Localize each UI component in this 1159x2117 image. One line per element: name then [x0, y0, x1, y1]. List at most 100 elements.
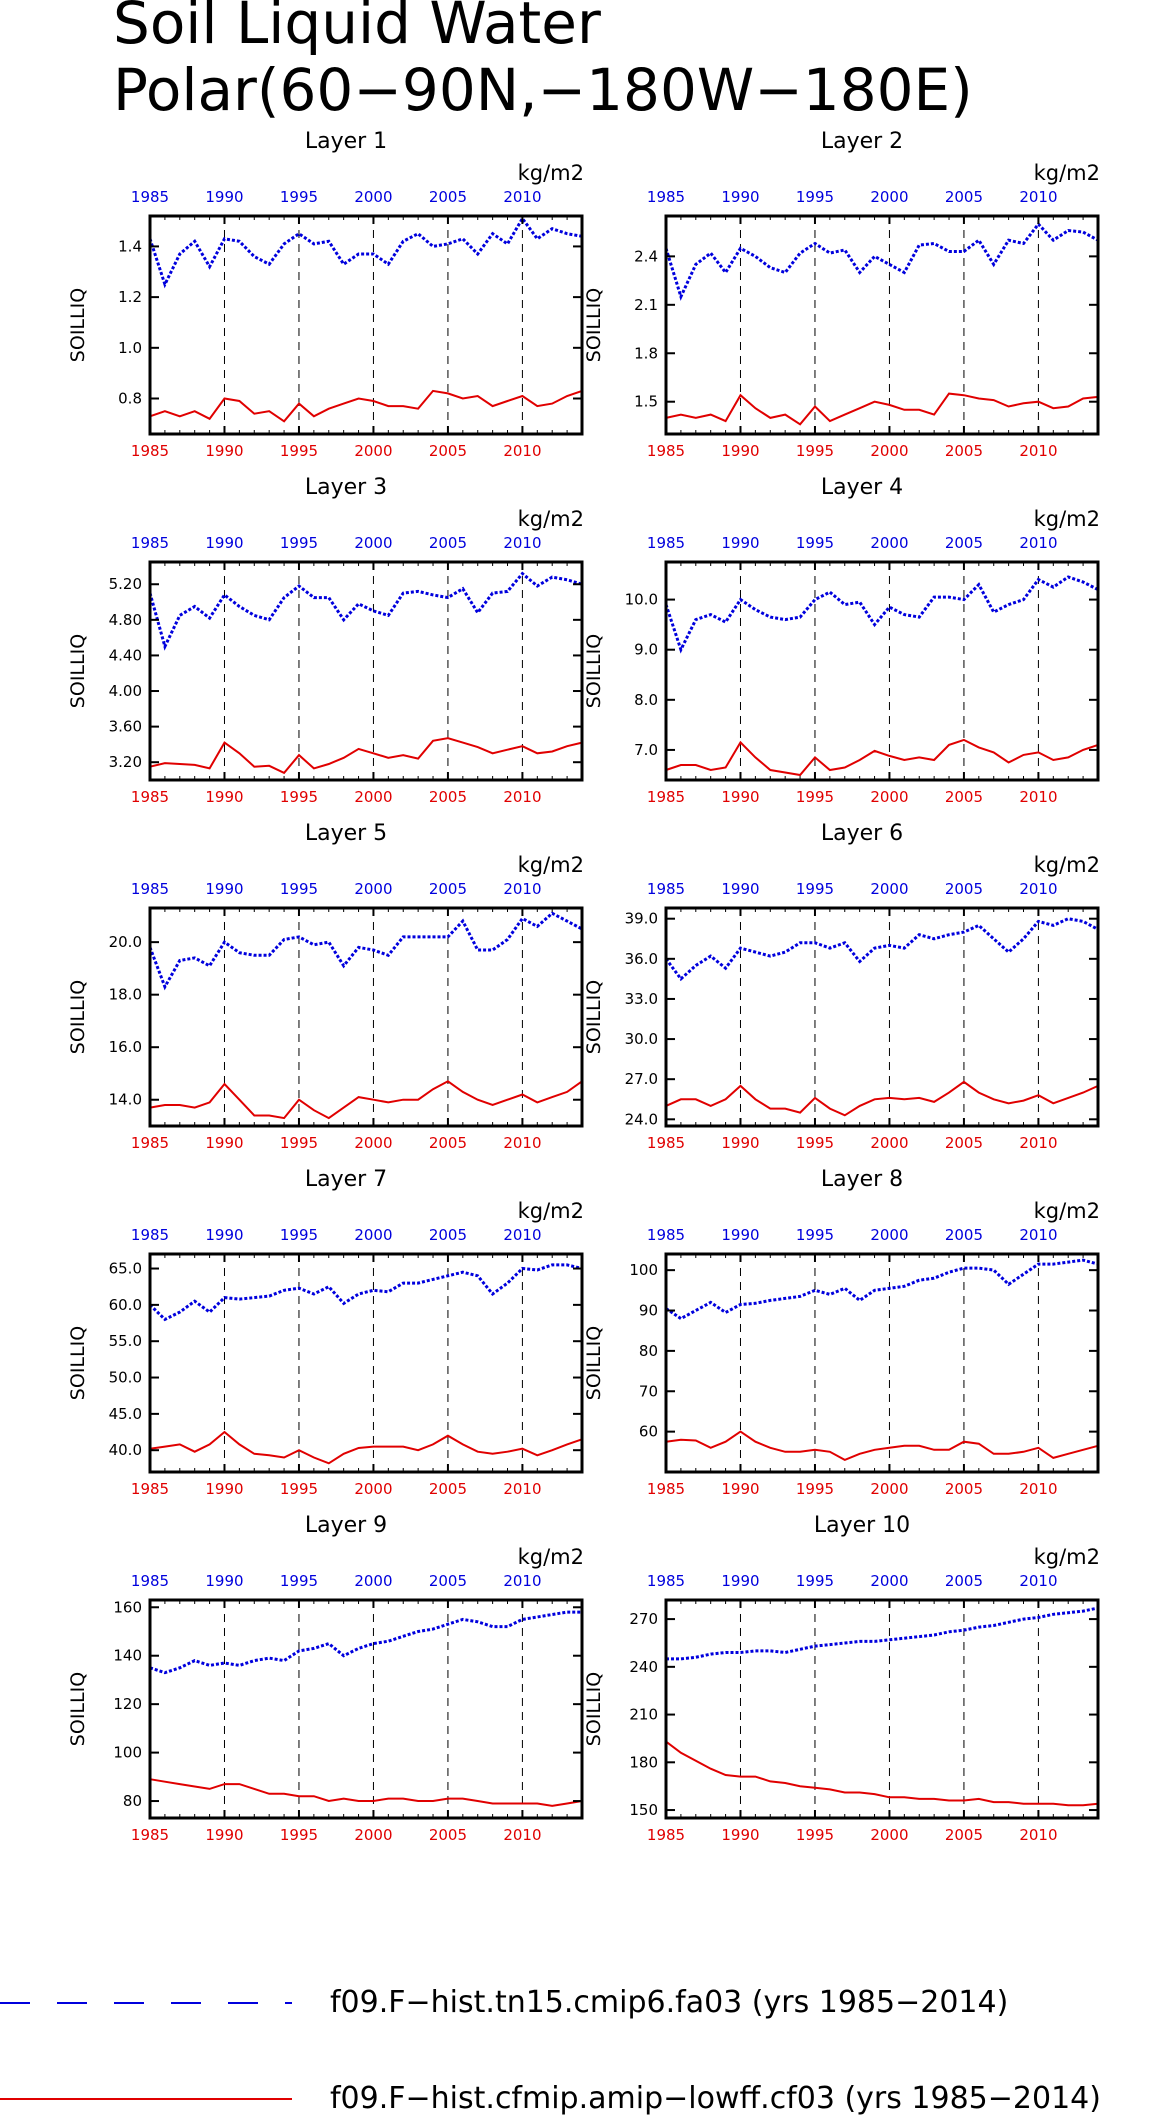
- x-tick-label-top: 2010: [1019, 880, 1057, 898]
- x-tick-label-bottom: 2010: [503, 1134, 541, 1152]
- x-tick-label-top: 1995: [796, 188, 834, 206]
- x-tick-label-top: 2005: [945, 1226, 983, 1244]
- units-label: kg/m2: [518, 853, 584, 877]
- x-tick-label-bottom: 2005: [429, 788, 467, 806]
- y-tick-label: 10.0: [625, 591, 658, 609]
- x-tick-label-top: 1985: [131, 534, 169, 552]
- y-tick-label: 1.8: [634, 344, 658, 362]
- x-tick-label-bottom: 2000: [354, 1134, 392, 1152]
- x-tick-label-top: 1990: [205, 1572, 243, 1590]
- x-tick-label-top: 1995: [796, 1226, 834, 1244]
- x-tick-label-bottom: 1985: [131, 1134, 169, 1152]
- x-tick-label-top: 1985: [131, 880, 169, 898]
- x-tick-label-top: 1990: [721, 1572, 759, 1590]
- x-tick-label-bottom: 2005: [945, 788, 983, 806]
- y-tick-label: 60.0: [109, 1296, 142, 1314]
- units-label: kg/m2: [1034, 853, 1100, 877]
- x-tick-label-bottom: 1985: [647, 1826, 685, 1844]
- plot-frame: [148, 560, 584, 782]
- y-tick-label: 240: [629, 1658, 658, 1676]
- x-tick-label-top: 2005: [429, 534, 467, 552]
- x-tick-label-bottom: 1990: [721, 1134, 759, 1152]
- y-tick-label: 100: [113, 1744, 142, 1762]
- y-tick-label: 100: [629, 1261, 658, 1279]
- y-tick-label: 1.2: [118, 288, 142, 306]
- y-tick-label: 27.0: [625, 1070, 658, 1088]
- plot-frame: [148, 1598, 584, 1820]
- x-tick-label-bottom: 1985: [131, 442, 169, 460]
- x-tick-label-top: 2005: [429, 1226, 467, 1244]
- x-tick-label-bottom: 2005: [429, 1480, 467, 1498]
- y-axis-label: SOILLIQ: [583, 288, 605, 362]
- panel-title: Layer 7: [305, 1167, 387, 1192]
- x-tick-label-bottom: 2010: [1019, 788, 1057, 806]
- x-tick-label-bottom: 1990: [205, 1134, 243, 1152]
- series-line-blue: [666, 1606, 1099, 1661]
- x-tick-label-bottom: 1985: [647, 788, 685, 806]
- x-tick-label-bottom: 2010: [503, 1826, 541, 1844]
- y-tick-label: 7.0: [634, 741, 658, 759]
- series-line-blue: [148, 215, 583, 289]
- x-tick-label-top: 2010: [503, 880, 541, 898]
- x-tick-label-bottom: 2005: [945, 1134, 983, 1152]
- x-tick-label-top: 1995: [280, 1572, 318, 1590]
- x-tick-label-top: 2010: [503, 534, 541, 552]
- x-tick-label-top: 2010: [1019, 188, 1057, 206]
- x-tick-label-bottom: 2000: [870, 442, 908, 460]
- x-tick-label-bottom: 2000: [354, 442, 392, 460]
- plot-frame: [664, 1252, 1100, 1474]
- panel-10: Layer 10 kg/m2 1985 1985 1990 1990 1995 1995 200…: [583, 1513, 1100, 1844]
- x-tick-label-bottom: 1990: [721, 1826, 759, 1844]
- y-tick-label: 2.1: [634, 296, 658, 314]
- y-tick-label: 20.0: [109, 933, 142, 951]
- y-axis-label: SOILLIQ: [67, 288, 89, 362]
- plot-frame: [148, 214, 584, 436]
- y-tick-label: 160: [113, 1598, 142, 1616]
- x-tick-label-top: 2000: [354, 1572, 392, 1590]
- series-line-blue: [664, 917, 1099, 982]
- x-tick-label-bottom: 2000: [870, 1826, 908, 1844]
- x-tick-label-top: 2005: [945, 534, 983, 552]
- y-tick-label: 3.20: [109, 753, 142, 771]
- plot-frame: [664, 906, 1100, 1128]
- x-tick-label-bottom: 2000: [354, 1826, 392, 1844]
- y-tick-label: 4.80: [109, 611, 142, 629]
- x-tick-label-top: 2000: [354, 188, 392, 206]
- units-label: kg/m2: [518, 161, 584, 185]
- x-tick-label-top: 1990: [721, 188, 759, 206]
- series-line-blue: [148, 911, 583, 991]
- series-line-red: [665, 1430, 1099, 1462]
- y-tick-label: 80: [123, 1792, 142, 1810]
- x-tick-label-top: 2000: [354, 534, 392, 552]
- panel-7: Layer 7 kg/m2 1985 1985 1990 1990 1995 1995 2000…: [67, 1167, 584, 1498]
- series-line-red: [665, 1740, 1099, 1807]
- x-tick-label-top: 2000: [870, 880, 908, 898]
- y-axis-label: SOILLIQ: [67, 1326, 89, 1400]
- y-tick-label: 4.00: [109, 682, 142, 700]
- x-tick-label-top: 2005: [945, 880, 983, 898]
- panel-title: Layer 10: [814, 1513, 910, 1538]
- x-tick-label-top: 1995: [280, 880, 318, 898]
- x-tick-label-bottom: 1995: [796, 788, 834, 806]
- x-tick-label-top: 1990: [205, 534, 243, 552]
- y-axis-label: SOILLIQ: [67, 1672, 89, 1746]
- x-tick-label-bottom: 1990: [721, 788, 759, 806]
- x-tick-label-bottom: 2005: [945, 1826, 983, 1844]
- series-line-blue: [148, 1263, 583, 1322]
- panels: Layer 1 kg/m2 1985 1985 1990 1990 1995 1995 2000…: [67, 129, 1100, 1844]
- x-tick-label-top: 1995: [796, 880, 834, 898]
- x-tick-label-bottom: 2005: [429, 1826, 467, 1844]
- y-tick-label: 39.0: [625, 910, 658, 928]
- x-tick-label-bottom: 1995: [280, 1480, 318, 1498]
- x-tick-label-top: 1985: [131, 1226, 169, 1244]
- y-tick-label: 270: [629, 1610, 658, 1628]
- x-tick-label-bottom: 2010: [503, 1480, 541, 1498]
- y-axis-label: SOILLIQ: [67, 980, 89, 1054]
- series-line-red: [149, 1430, 583, 1465]
- series-line-red: [149, 389, 583, 423]
- x-tick-label-top: 1985: [647, 880, 685, 898]
- y-tick-label: 50.0: [109, 1369, 142, 1387]
- x-tick-label-bottom: 2000: [870, 788, 908, 806]
- y-tick-label: 0.8: [118, 390, 142, 408]
